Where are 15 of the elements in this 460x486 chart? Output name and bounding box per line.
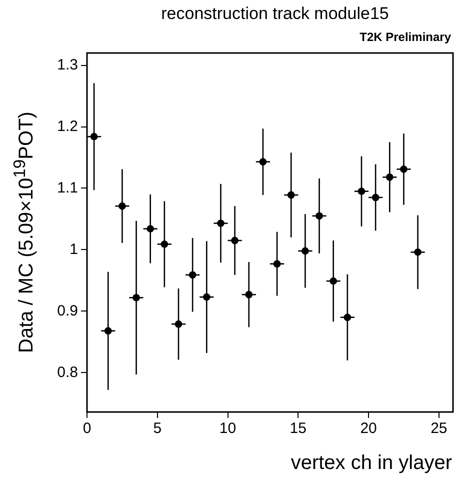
y-tick-label: 0.8	[57, 364, 78, 381]
y-tick-label: 1.3	[57, 56, 78, 74]
x-tick-label: 0	[82, 420, 92, 438]
chart-title: reconstruction track module15	[160, 4, 390, 24]
x-tick-label: 10	[219, 420, 236, 438]
x-tick-label: 5	[153, 420, 162, 438]
y-tick-label: 1.2	[57, 118, 78, 135]
x-tick-label: 20	[360, 420, 377, 438]
y-tick-label: 1.1	[57, 179, 78, 196]
x-tick-label: 25	[430, 420, 448, 438]
x-axis-title: vertex ch in ylayer	[290, 452, 452, 475]
x-tick-label: 15	[290, 420, 306, 438]
y-tick-label: 1	[70, 240, 78, 258]
y-tick-label: 0.9	[57, 302, 78, 320]
text: T2K Preliminary	[360, 30, 451, 44]
